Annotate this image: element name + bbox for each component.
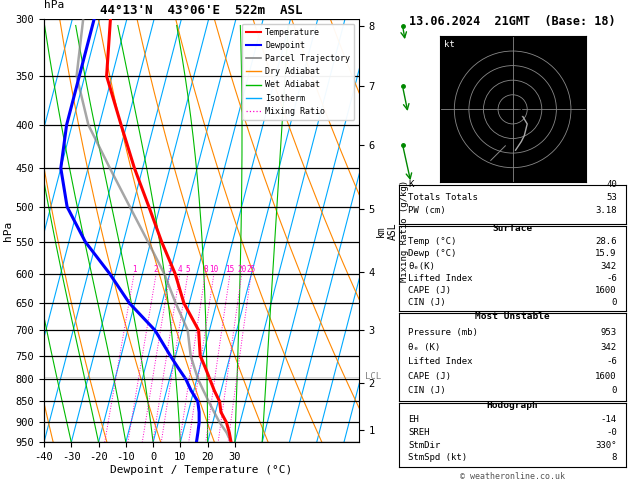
Text: -14: -14 — [601, 416, 617, 424]
Text: Lifted Index: Lifted Index — [408, 357, 473, 366]
Text: PW (cm): PW (cm) — [408, 206, 446, 215]
Text: 953: 953 — [601, 328, 617, 337]
Text: 44°13'N  43°06'E  522m  ASL: 44°13'N 43°06'E 522m ASL — [100, 4, 303, 17]
Text: Surface: Surface — [493, 224, 533, 233]
Text: 53: 53 — [606, 193, 617, 202]
Text: 10: 10 — [209, 265, 218, 274]
Text: 8: 8 — [203, 265, 208, 274]
Text: -0: -0 — [606, 428, 617, 437]
Text: © weatheronline.co.uk: © weatheronline.co.uk — [460, 472, 565, 481]
Text: CIN (J): CIN (J) — [408, 298, 446, 307]
Text: StmSpd (kt): StmSpd (kt) — [408, 453, 467, 462]
Text: CAPE (J): CAPE (J) — [408, 372, 452, 381]
Text: CIN (J): CIN (J) — [408, 386, 446, 395]
Text: Pressure (mb): Pressure (mb) — [408, 328, 478, 337]
Text: 3: 3 — [167, 265, 172, 274]
Text: StmDir: StmDir — [408, 441, 441, 450]
Text: Temp (°C): Temp (°C) — [408, 237, 457, 246]
Text: SREH: SREH — [408, 428, 430, 437]
Text: 1: 1 — [132, 265, 136, 274]
Text: 4: 4 — [177, 265, 182, 274]
Text: 3.18: 3.18 — [595, 206, 617, 215]
Text: 2: 2 — [154, 265, 159, 274]
Text: Lifted Index: Lifted Index — [408, 274, 473, 283]
Text: 342: 342 — [601, 343, 617, 351]
Text: EH: EH — [408, 416, 419, 424]
Text: 15.9: 15.9 — [595, 249, 617, 259]
Y-axis label: hPa: hPa — [3, 221, 13, 241]
Text: hPa: hPa — [44, 0, 64, 10]
Text: Dewp (°C): Dewp (°C) — [408, 249, 457, 259]
Text: 342: 342 — [601, 261, 617, 271]
Text: Mixing Ratio (g/kg): Mixing Ratio (g/kg) — [400, 180, 409, 282]
Text: θₑ (K): θₑ (K) — [408, 343, 441, 351]
Text: 28.6: 28.6 — [595, 237, 617, 246]
Text: 330°: 330° — [595, 441, 617, 450]
Text: K: K — [408, 180, 414, 189]
Text: kt: kt — [444, 40, 455, 49]
Text: 0: 0 — [611, 298, 617, 307]
Text: LCL: LCL — [365, 372, 382, 382]
Y-axis label: km
ASL: km ASL — [376, 222, 398, 240]
Text: 20: 20 — [237, 265, 247, 274]
Text: 5: 5 — [186, 265, 190, 274]
X-axis label: Dewpoint / Temperature (°C): Dewpoint / Temperature (°C) — [110, 465, 292, 475]
Text: CAPE (J): CAPE (J) — [408, 286, 452, 295]
Text: -6: -6 — [606, 357, 617, 366]
Text: 15: 15 — [225, 265, 235, 274]
Text: 25: 25 — [247, 265, 256, 274]
Text: 0: 0 — [611, 386, 617, 395]
Text: 13.06.2024  21GMT  (Base: 18): 13.06.2024 21GMT (Base: 18) — [409, 15, 616, 28]
Text: θₑ(K): θₑ(K) — [408, 261, 435, 271]
Text: -6: -6 — [606, 274, 617, 283]
Text: 8: 8 — [611, 453, 617, 462]
Text: Totals Totals: Totals Totals — [408, 193, 478, 202]
Text: Most Unstable: Most Unstable — [476, 312, 550, 321]
Text: Hodograph: Hodograph — [487, 401, 538, 410]
Text: 40: 40 — [606, 180, 617, 189]
Text: 1600: 1600 — [595, 372, 617, 381]
Legend: Temperature, Dewpoint, Parcel Trajectory, Dry Adiabat, Wet Adiabat, Isotherm, Mi: Temperature, Dewpoint, Parcel Trajectory… — [242, 24, 354, 120]
Text: 1600: 1600 — [595, 286, 617, 295]
